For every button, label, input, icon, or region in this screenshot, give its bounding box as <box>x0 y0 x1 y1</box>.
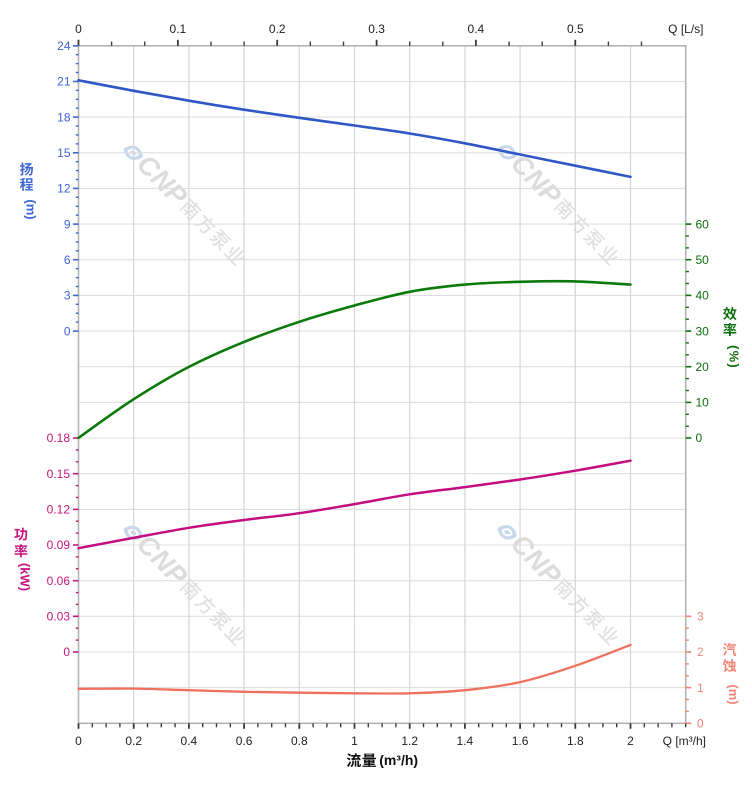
svg-text:1.6: 1.6 <box>512 734 529 748</box>
svg-text:1.2: 1.2 <box>401 734 418 748</box>
svg-text:0: 0 <box>75 22 82 36</box>
svg-text:3: 3 <box>64 289 71 303</box>
svg-text:0.4: 0.4 <box>181 734 198 748</box>
svg-text:18: 18 <box>57 110 71 124</box>
svg-text:(m): (m) <box>24 199 39 219</box>
svg-text:0.18: 0.18 <box>47 431 71 445</box>
svg-text:0.6: 0.6 <box>236 734 253 748</box>
svg-text:0.1: 0.1 <box>170 22 187 36</box>
svg-text:0.09: 0.09 <box>47 538 71 552</box>
svg-text:0.8: 0.8 <box>291 734 308 748</box>
svg-text:0: 0 <box>63 645 70 659</box>
svg-text:9: 9 <box>64 217 71 231</box>
svg-text:1: 1 <box>351 734 358 748</box>
svg-text:(%): (%) <box>727 345 742 369</box>
svg-text:2: 2 <box>697 645 704 659</box>
svg-text:15: 15 <box>57 146 71 160</box>
svg-text:0.06: 0.06 <box>47 574 71 588</box>
svg-text:1.4: 1.4 <box>457 734 474 748</box>
svg-text:50: 50 <box>696 253 710 267</box>
svg-text:12: 12 <box>57 182 71 196</box>
svg-text:Q [L/s]: Q [L/s] <box>668 22 703 36</box>
svg-text:10: 10 <box>696 396 710 410</box>
svg-text:0: 0 <box>697 717 704 731</box>
svg-text:24: 24 <box>57 39 71 53</box>
svg-text:1: 1 <box>697 681 704 695</box>
svg-text:2: 2 <box>627 734 634 748</box>
svg-text:0.4: 0.4 <box>468 22 485 36</box>
svg-text:1.8: 1.8 <box>567 734 584 748</box>
svg-text:(m): (m) <box>726 684 741 704</box>
svg-text:3: 3 <box>697 610 704 624</box>
svg-text:0.15: 0.15 <box>47 467 71 481</box>
svg-text:0: 0 <box>64 324 71 338</box>
svg-text:60: 60 <box>696 217 710 231</box>
svg-text:0.3: 0.3 <box>368 22 385 36</box>
svg-text:Q [m³/h]: Q [m³/h] <box>663 734 706 748</box>
svg-text:0.2: 0.2 <box>269 22 286 36</box>
svg-text:30: 30 <box>696 324 710 338</box>
svg-text:0.03: 0.03 <box>47 610 71 624</box>
svg-text:0.2: 0.2 <box>125 734 142 748</box>
svg-text:(kW): (kW) <box>18 563 33 591</box>
svg-text:(m³/h): (m³/h) <box>379 752 418 768</box>
svg-text:6: 6 <box>64 253 71 267</box>
svg-text:21: 21 <box>57 75 71 89</box>
svg-text:0: 0 <box>696 431 703 445</box>
svg-text:0.5: 0.5 <box>567 22 584 36</box>
svg-text:0: 0 <box>75 734 82 748</box>
svg-text:20: 20 <box>696 360 710 374</box>
svg-text:40: 40 <box>696 289 710 303</box>
svg-text:0.12: 0.12 <box>47 503 71 517</box>
